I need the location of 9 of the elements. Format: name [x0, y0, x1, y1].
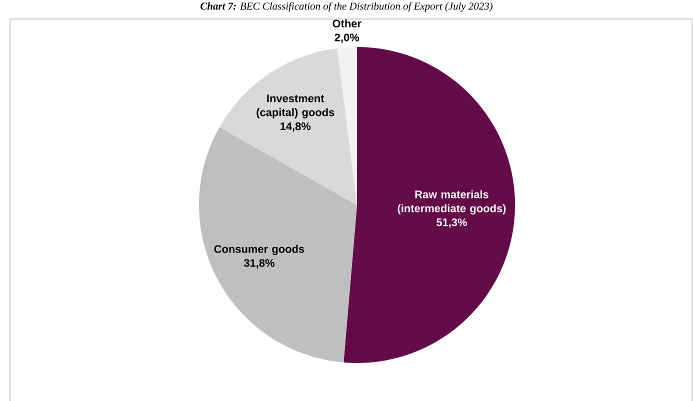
slice-label: Consumer goods: [214, 244, 304, 256]
slice-label: Raw materials (intermediate goods): [398, 190, 506, 214]
data-label: 31,8%: [244, 259, 274, 268]
slice-label: Other: [332, 19, 362, 28]
data-label: 2,0%: [334, 34, 360, 43]
chart-title: Chart 7: BEC Classification of the Distribution of Export (July 2023): [200, 2, 492, 12]
data-label: 51,3%: [436, 218, 467, 228]
slice-label: Investment (capital) goods: [256, 94, 334, 118]
data-label: 14,8%: [280, 122, 311, 132]
